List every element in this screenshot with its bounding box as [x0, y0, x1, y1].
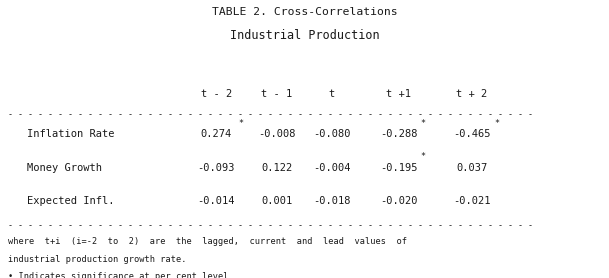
- Text: -0.008: -0.008: [258, 129, 296, 139]
- Text: t +1: t +1: [386, 89, 412, 99]
- Text: t: t: [329, 89, 335, 99]
- Text: t + 2: t + 2: [456, 89, 488, 99]
- Text: Expected Infl.: Expected Infl.: [27, 196, 115, 206]
- Text: -0.020: -0.020: [380, 196, 418, 206]
- Text: 0.001: 0.001: [261, 196, 293, 206]
- Text: - - - - - - - - - - - - - - - - - - - - - - - - - - - - - - - - - - - - - - - - : - - - - - - - - - - - - - - - - - - - - …: [8, 221, 533, 230]
- Text: -0.288: -0.288: [380, 129, 418, 139]
- Text: industrial production growth rate.: industrial production growth rate.: [8, 255, 186, 264]
- Text: Money Growth: Money Growth: [27, 163, 102, 173]
- Text: *: *: [494, 119, 499, 128]
- Text: t - 2: t - 2: [200, 89, 232, 99]
- Text: 0.122: 0.122: [261, 163, 293, 173]
- Text: *: *: [421, 119, 426, 128]
- Text: -0.195: -0.195: [380, 163, 418, 173]
- Text: *: *: [421, 152, 426, 161]
- Text: TABLE 2. Cross-Correlations: TABLE 2. Cross-Correlations: [212, 7, 397, 17]
- Text: -0.080: -0.080: [313, 129, 351, 139]
- Text: *: *: [238, 119, 243, 128]
- Text: where  t+i  (i=-2  to  2)  are  the  lagged,  current  and  lead  values  of: where t+i (i=-2 to 2) are the lagged, cu…: [8, 237, 407, 246]
- Text: -0.014: -0.014: [197, 196, 235, 206]
- Text: 0.274: 0.274: [200, 129, 232, 139]
- Text: -0.093: -0.093: [197, 163, 235, 173]
- Text: - - - - - - - - - - - - - - - - - - - - - - - - - - - - - - - - - - - - - - - - : - - - - - - - - - - - - - - - - - - - - …: [8, 110, 533, 119]
- Text: t - 1: t - 1: [261, 89, 293, 99]
- Text: -0.021: -0.021: [453, 196, 491, 206]
- Text: -0.018: -0.018: [313, 196, 351, 206]
- Text: -0.465: -0.465: [453, 129, 491, 139]
- Text: -0.004: -0.004: [313, 163, 351, 173]
- Text: • Indicates significance at per cent level: • Indicates significance at per cent lev…: [8, 272, 228, 278]
- Text: Industrial Production: Industrial Production: [230, 29, 379, 42]
- Text: 0.037: 0.037: [456, 163, 488, 173]
- Text: Inflation Rate: Inflation Rate: [27, 129, 115, 139]
